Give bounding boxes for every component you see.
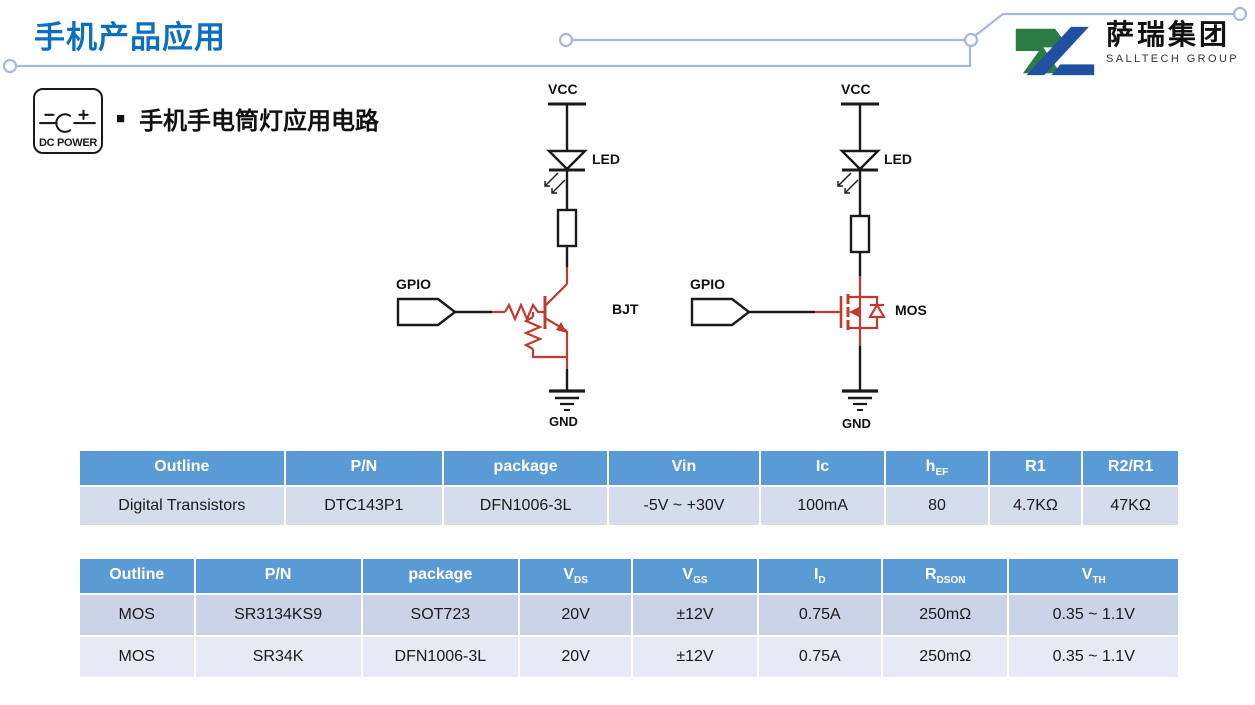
logo-name-en: SALLTECH GROUP <box>1106 53 1240 65</box>
column-header-vth: VTH <box>1007 557 1180 595</box>
cell-id: 0.75A <box>756 593 883 637</box>
cell-package: DFN1006-3L <box>442 485 610 527</box>
column-header-package: package <box>442 449 610 487</box>
mos-circuit-diagram <box>690 102 886 411</box>
bjt-gnd-label: GND <box>549 414 578 429</box>
mos-device-label: MOS <box>895 302 927 318</box>
cell-hef: 80 <box>884 485 990 527</box>
bjt-gpio-label: GPIO <box>396 276 432 292</box>
column-header-outline: Outline <box>78 557 196 595</box>
cell-rdson: 250mΩ <box>880 593 1010 637</box>
spec-table-bjt: Outline P/N package Vin Ic hEF R1 R2/R1 … <box>78 449 1180 527</box>
mos-gpio-label: GPIO <box>690 276 726 292</box>
bjt-led-label: LED <box>592 151 620 167</box>
cell-vth: 0.35 ~ 1.1V <box>1007 635 1180 679</box>
column-header-rdson: RDSON <box>880 557 1010 595</box>
table-header-row: Outline P/N package VDS VGS ID RDSON VTH <box>78 557 1180 595</box>
page-title: 手机产品应用 <box>34 20 226 55</box>
cell-vgs: ±12V <box>631 635 759 679</box>
column-header-vin: Vin <box>607 449 761 487</box>
bjt-circuit-diagram <box>396 102 588 411</box>
section-heading-text: 手机手电筒灯应用电路 <box>139 108 380 135</box>
column-header-r1: R1 <box>987 449 1084 487</box>
column-header-outline: Outline <box>78 449 286 487</box>
table-row: MOS SR3134KS9 SOT723 20V ±12V 0.75A 250m… <box>78 593 1180 637</box>
cell-vth: 0.35 ~ 1.1V <box>1007 593 1180 637</box>
cell-package: SOT723 <box>360 593 520 637</box>
column-header-pn: P/N <box>283 449 445 487</box>
mos-led-label: LED <box>884 151 912 167</box>
table-row: MOS SR34K DFN1006-3L 20V ±12V 0.75A 250m… <box>78 635 1180 679</box>
cell-outline: MOS <box>78 635 196 679</box>
column-header-vds: VDS <box>517 557 634 595</box>
header-decor-lines <box>2 6 1248 74</box>
cell-vgs: ±12V <box>631 593 759 637</box>
cell-pn: DTC143P1 <box>283 485 445 527</box>
column-header-ic: Ic <box>758 449 887 487</box>
logo-text: 萨瑞集团 SALLTECH GROUP <box>1106 19 1240 66</box>
table-header-row: Outline P/N package Vin Ic hEF R1 R2/R1 <box>78 449 1180 487</box>
logo-name-cn: 萨瑞集团 <box>1106 19 1231 50</box>
cell-outline: Digital Transistors <box>78 485 286 527</box>
cell-pn: SR3134KS9 <box>193 593 363 637</box>
cell-vds: 20V <box>517 635 634 679</box>
column-header-hef: hEF <box>884 449 990 487</box>
logo-icon <box>1015 26 1095 76</box>
mos-gnd-label: GND <box>842 416 871 431</box>
dc-power-label: DC POWER <box>38 137 98 149</box>
bjt-vcc-label: VCC <box>548 81 578 97</box>
cell-vds: 20V <box>517 593 634 637</box>
cell-rdson: 250mΩ <box>880 635 1010 679</box>
cell-r1: 4.7KΩ <box>987 485 1084 527</box>
spec-table-mos: Outline P/N package VDS VGS ID RDSON VTH… <box>78 557 1180 679</box>
cell-id: 0.75A <box>756 635 883 679</box>
dc-power-icon <box>39 109 96 133</box>
cell-package: DFN1006-3L <box>360 635 520 679</box>
cell-ic: 100mA <box>758 485 887 527</box>
bullet-square-icon: ■ <box>116 110 126 127</box>
cell-outline: MOS <box>78 593 196 637</box>
column-header-package: package <box>360 557 520 595</box>
column-header-vgs: VGS <box>631 557 759 595</box>
bjt-device-label: BJT <box>612 301 639 317</box>
column-header-pn: P/N <box>193 557 363 595</box>
dc-power-badge: DC POWER <box>33 88 103 154</box>
mos-vcc-label: VCC <box>841 81 871 97</box>
column-header-id: ID <box>756 557 883 595</box>
cell-vin: -5V ~ +30V <box>607 485 761 527</box>
company-logo: 萨瑞集团 SALLTECH GROUP <box>1014 20 1239 82</box>
column-header-r2r1: R2/R1 <box>1081 449 1180 487</box>
section-heading: ■ 手机手电筒灯应用电路 <box>116 101 379 136</box>
cell-r2r1: 47KΩ <box>1081 485 1180 527</box>
cell-pn: SR34K <box>193 635 363 679</box>
table-row: Digital Transistors DTC143P1 DFN1006-3L … <box>78 485 1180 527</box>
